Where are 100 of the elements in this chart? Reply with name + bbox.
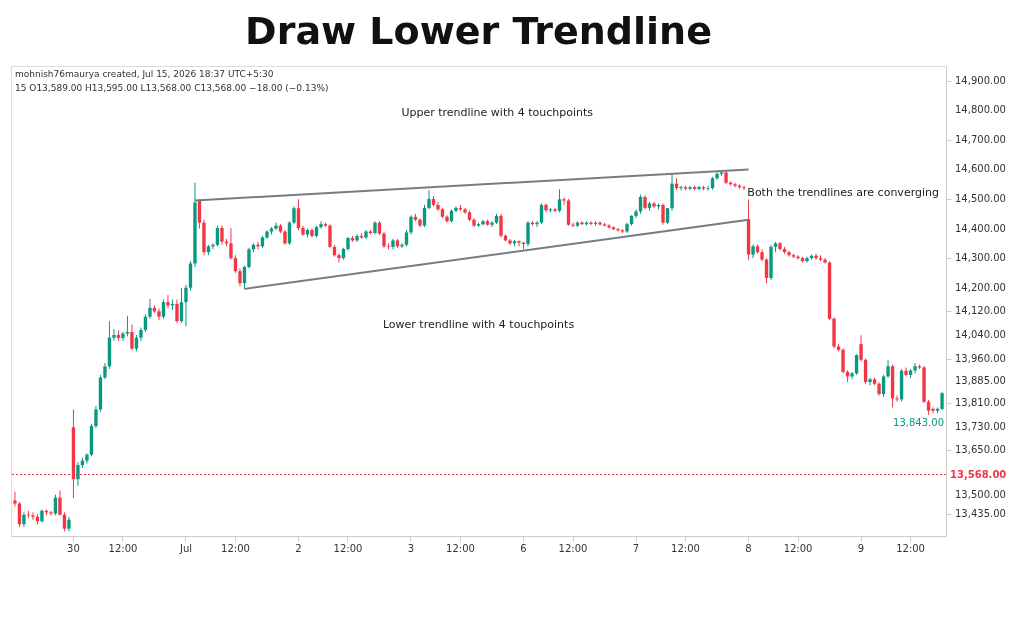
candlestick bbox=[661, 202, 665, 226]
candlestick bbox=[715, 171, 719, 181]
annotation: 13,843.00 bbox=[893, 417, 944, 429]
candlestick bbox=[436, 201, 440, 212]
x-tick-label: Jul bbox=[178, 542, 192, 554]
candlestick bbox=[445, 214, 449, 224]
annotation: Lower trendline with 4 touchpoints bbox=[382, 317, 575, 331]
candlestick bbox=[247, 247, 251, 269]
annotation: Both the trendlines are converging bbox=[747, 185, 939, 199]
candlestick bbox=[553, 207, 557, 213]
candlestick bbox=[562, 197, 566, 206]
candlestick bbox=[166, 294, 170, 309]
candlestick bbox=[742, 185, 746, 191]
candlestick bbox=[805, 256, 809, 264]
candlestick bbox=[688, 185, 692, 191]
y-tick-label: 13,960.00 bbox=[955, 352, 1006, 364]
candlestick bbox=[148, 298, 152, 320]
candlestick bbox=[85, 452, 89, 465]
y-tick-label: 14,700.00 bbox=[955, 133, 1006, 145]
x-tick-label: 12:00 bbox=[446, 542, 475, 554]
y-tick-label: 13,730.00 bbox=[955, 420, 1006, 432]
candlestick bbox=[229, 227, 233, 261]
candlestick bbox=[427, 189, 431, 210]
candlestick bbox=[859, 334, 863, 363]
candlestick bbox=[539, 202, 544, 225]
y-tick-label: 13,650.00 bbox=[955, 444, 1006, 456]
y-tick-label: 13,500.00 bbox=[955, 488, 1006, 500]
candlestick bbox=[161, 299, 166, 320]
candlestick bbox=[557, 188, 562, 213]
candlestick bbox=[355, 233, 359, 243]
candlestick bbox=[499, 213, 503, 238]
candlestick bbox=[679, 185, 683, 191]
candlestick bbox=[490, 220, 494, 228]
candlestick bbox=[616, 227, 620, 233]
candlestick bbox=[157, 307, 161, 321]
candlestick bbox=[130, 324, 134, 351]
candlestick bbox=[121, 331, 125, 342]
y-tick-label: 14,400.00 bbox=[955, 222, 1006, 234]
x-tick-label: 12:00 bbox=[221, 542, 250, 554]
y-tick-label: 14,900.00 bbox=[955, 74, 1006, 86]
candlestick bbox=[49, 510, 53, 516]
candlestick bbox=[94, 405, 98, 429]
x-tick-label: 12:00 bbox=[896, 542, 925, 554]
chart-title: Draw Lower Trendline bbox=[245, 9, 712, 53]
candlestick bbox=[589, 220, 593, 226]
candlestick bbox=[841, 347, 845, 374]
candlestick bbox=[940, 391, 944, 411]
candlestick bbox=[733, 182, 737, 188]
x-tick-label: 12:00 bbox=[558, 542, 588, 554]
candlestick bbox=[337, 253, 341, 264]
x-tick-label: 2 bbox=[295, 542, 302, 554]
candlestick bbox=[881, 374, 886, 398]
candlestick bbox=[706, 185, 710, 192]
y-tick-label: 13,885.00 bbox=[955, 374, 1006, 386]
candlestick bbox=[112, 328, 116, 342]
candlestick bbox=[76, 461, 80, 487]
annotation: 15 O13,589.00 H13,595.00 L13,568.00 C13,568.00 −18.00 (−0.13%) bbox=[15, 83, 329, 93]
x-tick-label: 8 bbox=[745, 542, 752, 554]
annotation: mohnish76maurya created, Jul 15, 2026 18:37 UTC+5:30 bbox=[15, 69, 274, 79]
x-tick-label: 3 bbox=[407, 542, 415, 554]
candlestick bbox=[328, 223, 332, 249]
annotation: Upper trendline with 4 touchpoints bbox=[401, 106, 594, 119]
x-tick-label: 9 bbox=[857, 542, 865, 554]
candlestick bbox=[409, 214, 413, 235]
candlestick bbox=[17, 501, 22, 528]
candlestick bbox=[274, 222, 278, 231]
candlestick bbox=[931, 406, 935, 414]
candlestick bbox=[814, 253, 818, 261]
candlestick bbox=[526, 220, 530, 247]
candlestick bbox=[868, 377, 872, 386]
y-tick-label: 14,040.00 bbox=[955, 328, 1006, 340]
candlestick bbox=[652, 201, 656, 209]
candlestick bbox=[571, 222, 575, 228]
candlestick bbox=[850, 371, 854, 380]
candlestick bbox=[481, 219, 485, 227]
x-tick-label: 30 bbox=[67, 542, 80, 554]
x-tick-label: 12:00 bbox=[671, 542, 700, 554]
y-tick-label: 14,600.00 bbox=[955, 163, 1006, 175]
candlestick bbox=[220, 225, 224, 246]
candlestick bbox=[913, 362, 917, 374]
candlestick bbox=[697, 185, 701, 191]
x-tick-label: 12:00 bbox=[783, 542, 813, 554]
candlestick bbox=[422, 204, 427, 228]
candlestick bbox=[184, 284, 188, 327]
ref-line-label: 13,568.00 bbox=[950, 468, 1007, 480]
candlestick bbox=[319, 220, 323, 230]
y-tick-label: 14,800.00 bbox=[955, 104, 1006, 116]
candlestick bbox=[463, 207, 467, 215]
candlestick bbox=[125, 315, 130, 337]
candlestick bbox=[787, 250, 791, 258]
y-tick-label: 14,500.00 bbox=[955, 193, 1006, 205]
candlestick bbox=[508, 238, 512, 246]
x-tick-label: 6 bbox=[520, 542, 527, 554]
y-tick-label: 14,300.00 bbox=[955, 252, 1006, 264]
y-tick-label: 14,120.00 bbox=[955, 305, 1006, 317]
x-tick-label: 7 bbox=[632, 542, 640, 554]
y-tick-label: 14,200.00 bbox=[955, 281, 1006, 293]
x-tick-label: 12:00 bbox=[333, 542, 363, 554]
candlestick bbox=[31, 511, 35, 521]
candlestick bbox=[296, 198, 301, 231]
